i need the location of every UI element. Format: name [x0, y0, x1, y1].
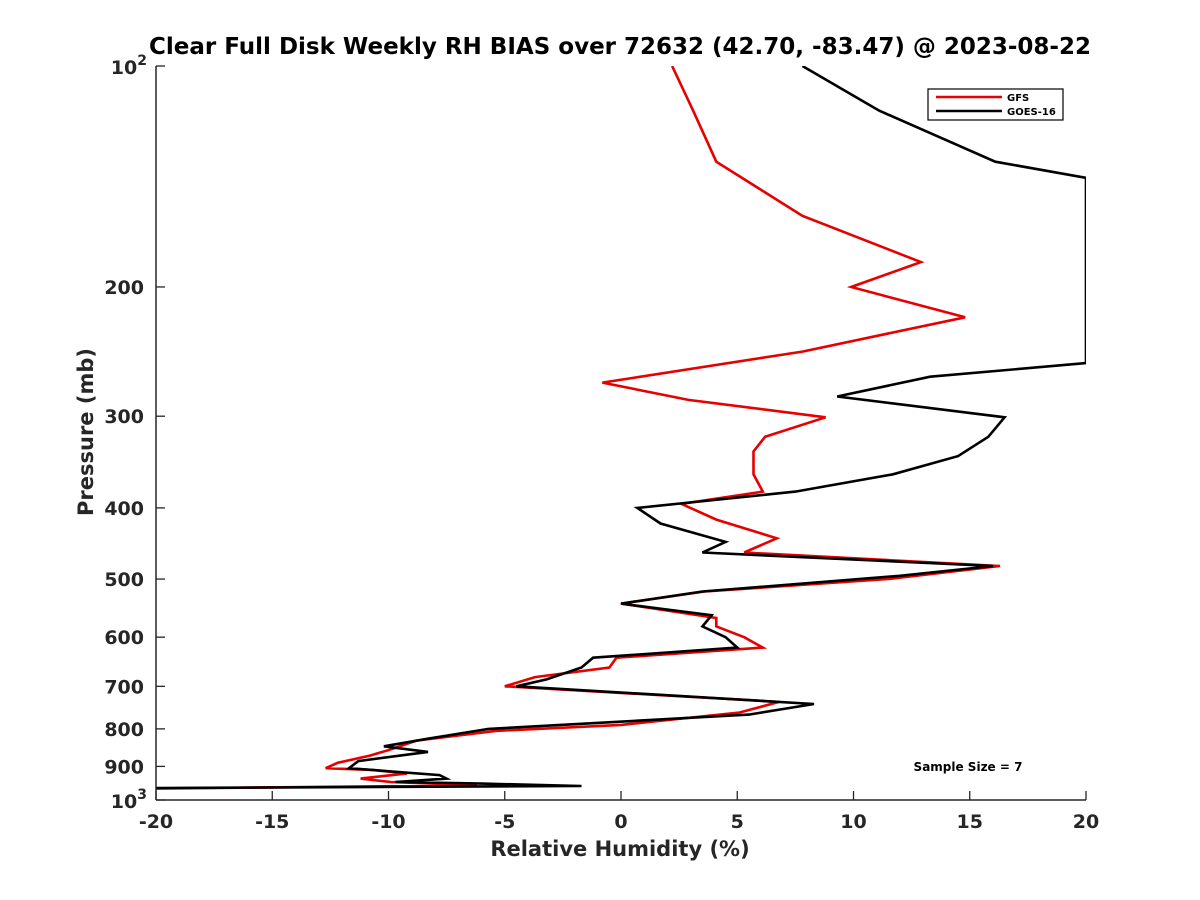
chart-title: Clear Full Disk Weekly RH BIAS over 7263…: [149, 34, 1091, 60]
y-tick-label: 800: [104, 719, 144, 741]
series-line-goes16: [156, 66, 1086, 790]
x-tick-label: 10: [840, 811, 866, 833]
y-tick-label: 700: [104, 676, 144, 698]
y-tick-label: 400: [104, 498, 144, 520]
y-tick-label: 300: [104, 406, 144, 428]
y-tick-label: 500: [104, 569, 144, 591]
plot-lines: [156, 66, 1086, 790]
x-axis-label: Relative Humidity (%): [490, 837, 749, 861]
x-tick-label: -5: [494, 811, 515, 833]
x-tick-label: 15: [957, 811, 983, 833]
x-tick-label: 0: [614, 811, 627, 833]
x-tick-label: -15: [255, 811, 289, 833]
x-tick-label: -10: [371, 811, 405, 833]
y-tick-label: 900: [104, 756, 144, 778]
x-tick-label: 5: [731, 811, 744, 833]
legend: GFS GOES-16: [927, 88, 1064, 121]
x-tick-label: 20: [1073, 811, 1099, 833]
y-tick-label: 600: [104, 627, 144, 649]
y-axis-label: Pressure (mb): [74, 348, 98, 516]
legend-label-gfs: GFS: [1007, 93, 1029, 104]
y-tick-label: 200: [104, 277, 144, 299]
axes: -20 -15 -10 -5 0 5 10 15 20102200300400500600700…: [104, 53, 1099, 833]
legend-label-goes16: GOES-16: [1007, 107, 1056, 118]
sample-size-annotation: Sample Size = 7: [914, 760, 1023, 774]
x-tick-label: -20: [139, 811, 173, 833]
legend-box: [927, 88, 1064, 121]
